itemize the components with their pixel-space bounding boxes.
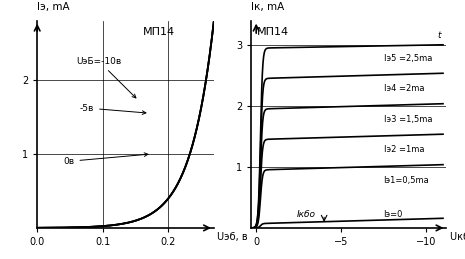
Text: Iэ=0: Iэ=0 <box>384 210 403 219</box>
Text: Iэ, mA: Iэ, mA <box>37 2 70 12</box>
Text: Iэ1=0,5ma: Iэ1=0,5ma <box>384 176 429 185</box>
Text: 0в: 0в <box>63 153 148 166</box>
Text: Iкбo: Iкбo <box>297 210 316 219</box>
Text: UэБ=-10в: UэБ=-10в <box>76 57 136 98</box>
Text: Iк, mA: Iк, mA <box>251 2 285 12</box>
Text: МП14: МП14 <box>143 27 175 37</box>
Text: Uэб, в: Uэб, в <box>218 232 248 242</box>
Text: Uкб, В: Uкб, В <box>450 232 465 242</box>
Text: Iэ3 =1,5ma: Iэ3 =1,5ma <box>384 115 432 124</box>
Text: -5в: -5в <box>80 104 146 114</box>
Text: Iэ2 =1ma: Iэ2 =1ma <box>384 145 424 154</box>
Text: МП14: МП14 <box>257 27 289 37</box>
Text: Iэ5 =2,5ma: Iэ5 =2,5ma <box>384 54 432 63</box>
Text: t: t <box>438 31 441 40</box>
Text: Iэ4 =2ma: Iэ4 =2ma <box>384 84 424 93</box>
